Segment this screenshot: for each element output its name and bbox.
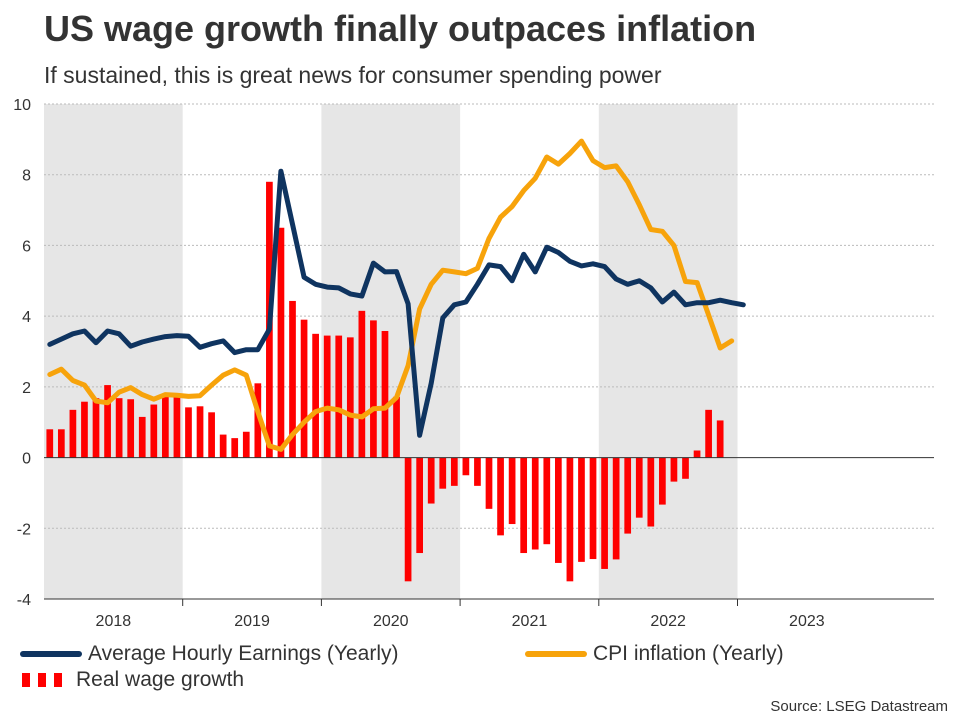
real-wage-bar [659, 457, 666, 505]
real-wage-bar [219, 434, 227, 458]
real-wage-bar [312, 333, 319, 458]
legend-swatch-earnings [20, 651, 82, 657]
x-tick-label: 2019 [234, 613, 270, 630]
real-wage-bar [69, 409, 77, 458]
real-wage-bar [335, 335, 343, 458]
real-wage-bar [277, 227, 285, 458]
shaded-band-2018 [44, 104, 183, 599]
real-wage-bar [208, 412, 215, 458]
real-wage-bar [115, 398, 123, 458]
real-wage-bar [531, 457, 539, 550]
real-wage-bar [497, 457, 504, 536]
real-wage-bar [416, 457, 424, 554]
shaded-band-2022 [598, 104, 738, 599]
y-tick-label: -2 [17, 521, 31, 538]
source-note: Source: LSEG Datastream [770, 698, 948, 715]
real-wage-bar [601, 457, 608, 569]
legend-swatch-real-wage [22, 673, 62, 687]
real-wage-bar [300, 319, 308, 458]
real-wage-bar [150, 404, 158, 458]
legend-label-cpi: CPI inflation (Yearly) [593, 642, 784, 665]
real-wage-bar [231, 438, 239, 458]
real-wage-bar [289, 300, 296, 458]
real-wage-bar [162, 396, 169, 458]
real-wage-bar [46, 429, 54, 458]
real-wage-bar [381, 330, 389, 458]
real-wage-bar [693, 450, 701, 458]
real-wage-bar [543, 457, 551, 545]
real-wage-bar [358, 310, 366, 458]
legend-swatch-cpi [525, 651, 587, 657]
real-wage-bar [624, 457, 632, 534]
x-tick-label: 2023 [789, 613, 825, 630]
average-hourly-earnings-line [47, 168, 746, 438]
real-wage-bar [462, 457, 470, 476]
real-wage-bar [508, 457, 516, 525]
y-tick-label: -4 [17, 592, 31, 609]
real-wage-bar [566, 457, 574, 582]
real-wage-bar [57, 429, 65, 458]
real-wage-bar [635, 457, 643, 518]
real-wage-bar [612, 457, 620, 560]
real-wage-bar [554, 457, 562, 563]
y-tick-label: 2 [22, 380, 31, 397]
real-wage-bar [647, 457, 655, 527]
legend-label-earnings: Average Hourly Earnings (Yearly) [88, 642, 399, 665]
x-tick-label: 2022 [650, 613, 686, 630]
real-wage-bar [427, 457, 435, 504]
real-wage-bar [716, 420, 724, 458]
real-wage-bar [589, 457, 597, 560]
legend-item-cpi: CPI inflation (Yearly) [525, 642, 784, 666]
real-wage-bar [323, 335, 331, 458]
real-wage-bar [450, 457, 458, 486]
y-tick-label: 6 [22, 238, 31, 255]
real-wage-bar [242, 431, 250, 458]
legend-item-earnings: Average Hourly Earnings (Yearly) [20, 642, 399, 666]
real-wage-bar [705, 409, 712, 458]
real-wage-bar [173, 395, 181, 458]
real-wage-bar [185, 407, 192, 458]
x-tick-label: 2020 [373, 613, 409, 630]
real-wage-bar [254, 383, 262, 458]
real-wage-bar [81, 401, 88, 458]
real-wage-bar [485, 457, 493, 509]
real-wage-bar [520, 457, 528, 554]
x-tick-label: 2018 [96, 613, 132, 630]
real-wage-bar [346, 337, 354, 458]
real-wage-bar [393, 396, 400, 458]
chart-subtitle: If sustained, this is great news for con… [44, 62, 662, 88]
real-wage-bar [92, 398, 100, 458]
cpi-inflation-line [47, 138, 735, 452]
real-wage-bar [127, 399, 135, 458]
real-wage-bar [370, 320, 377, 458]
real-wage-bar [682, 457, 689, 479]
y-tick-label: 8 [22, 168, 31, 185]
real-wage-bar [104, 385, 111, 458]
chart-title: US wage growth finally outpaces inflatio… [44, 8, 757, 49]
real-wage-bar [578, 457, 585, 562]
real-wage-bar [474, 457, 481, 486]
real-wage-bar [138, 416, 146, 458]
real-wage-bar [439, 457, 447, 489]
legend-item-real-wage: Real wage growth [22, 668, 244, 692]
y-tick-label: 4 [22, 309, 31, 326]
real-wage-bar [196, 406, 204, 458]
real-wage-bar [670, 457, 678, 482]
legend-label-real-wage: Real wage growth [76, 668, 245, 691]
y-tick-label: 10 [13, 97, 31, 114]
real-wage-bar [404, 457, 412, 582]
y-tick-label: 0 [22, 451, 31, 468]
x-tick-label: 2021 [512, 613, 548, 630]
